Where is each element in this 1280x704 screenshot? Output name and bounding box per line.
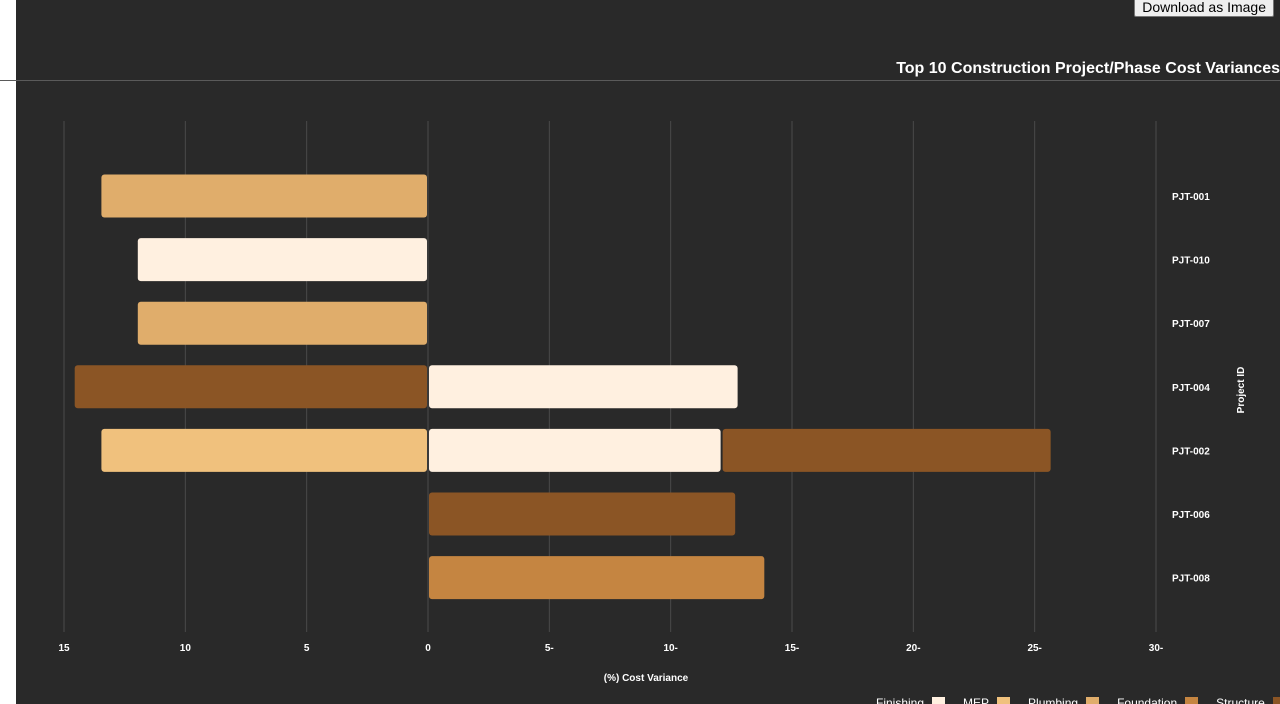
y-tick-label: PJT-006 xyxy=(1172,510,1210,521)
y-tick-label: PJT-007 xyxy=(1172,319,1210,330)
x-tick-label: 30- xyxy=(1149,643,1163,654)
legend-label: Plumbing xyxy=(1028,696,1079,704)
bar-pjt-002-structure[interactable] xyxy=(722,428,1051,472)
chart-canvas: 15 10 5 0 5- 10- 15- 20- 25- 30- PJT-001PJT-010PJ… xyxy=(58,121,1247,684)
bar-pjt-010-finishing[interactable] xyxy=(137,238,428,282)
bar-pjt-002-finishing[interactable] xyxy=(429,428,721,472)
y-tick-labels: PJT-001 PJT-010 PJT-007 PJT-004 PJT-002 PJT-0… xyxy=(1172,192,1210,585)
x-tick-label: 15 xyxy=(58,643,70,654)
bar-pjt-002-mep[interactable] xyxy=(101,428,428,472)
legend-item-foundation[interactable]: Foundation xyxy=(1117,696,1199,704)
legend-swatch xyxy=(1185,696,1199,704)
y-tick-label: PJT-001 xyxy=(1172,192,1210,203)
legend-label: MEP xyxy=(963,696,990,704)
legend-item-finishing[interactable]: Finishing xyxy=(876,696,946,704)
x-axis-title: (%) Cost Variance xyxy=(604,673,689,684)
chart-title: Top 10 Construction Project/Phase Cost V… xyxy=(896,60,1280,77)
chart-panel: 15 10 5 0 5- 10- 15- 20- 25- 30- PJT-001 PJT-010 PJ… xyxy=(16,0,1280,704)
legend-item-structure[interactable]: Structure xyxy=(1216,696,1280,704)
legend-swatch xyxy=(1272,696,1280,704)
legend-label: Structure xyxy=(1216,696,1265,704)
bars xyxy=(74,174,1051,600)
x-tick-label: 5- xyxy=(545,643,554,654)
bar-pjt-008-foundation[interactable] xyxy=(429,556,765,600)
download-image-button[interactable]: Download as Image xyxy=(1134,0,1274,17)
legend-swatch xyxy=(1086,696,1100,704)
bar-pjt-004-structure[interactable] xyxy=(74,365,427,409)
x-tick-label: 15- xyxy=(785,643,799,654)
bar-pjt-001-plumbing[interactable] xyxy=(101,174,428,218)
legend-label: Finishing xyxy=(876,696,925,704)
header-divider xyxy=(0,80,1280,81)
legend-item-mep[interactable]: MEP xyxy=(963,696,1011,704)
y-axis-title: Project ID xyxy=(1236,367,1247,414)
x-tick-labels: 15 10 5 0 5- 10- 15- 20- 25- 30- xyxy=(58,643,1163,654)
x-tick-label: 10- xyxy=(663,643,677,654)
legend: Finishing MEP Plumbing Foundation Structure xyxy=(876,696,1280,704)
legend-swatch xyxy=(932,696,946,704)
legend-swatch xyxy=(997,696,1011,704)
y-tick-label: PJT-002 xyxy=(1172,446,1210,457)
x-tick-label: 25- xyxy=(1027,643,1041,654)
x-tick-label: 5 xyxy=(304,643,310,654)
legend-label: Foundation xyxy=(1117,696,1178,704)
bar-pjt-006-structure[interactable] xyxy=(429,492,736,536)
legend-item-plumbing[interactable]: Plumbing xyxy=(1028,696,1100,704)
y-tick-label: PJT-010 xyxy=(1172,256,1210,267)
y-tick-label: PJT-004 xyxy=(1172,383,1210,394)
bar-pjt-007-plumbing[interactable] xyxy=(137,301,428,345)
bar-pjt-004-finishing[interactable] xyxy=(429,365,738,409)
x-tick-label: 10 xyxy=(180,643,192,654)
y-tick-label: PJT-008 xyxy=(1172,574,1210,585)
x-tick-label: 20- xyxy=(906,643,920,654)
x-tick-label: 0 xyxy=(425,643,431,654)
